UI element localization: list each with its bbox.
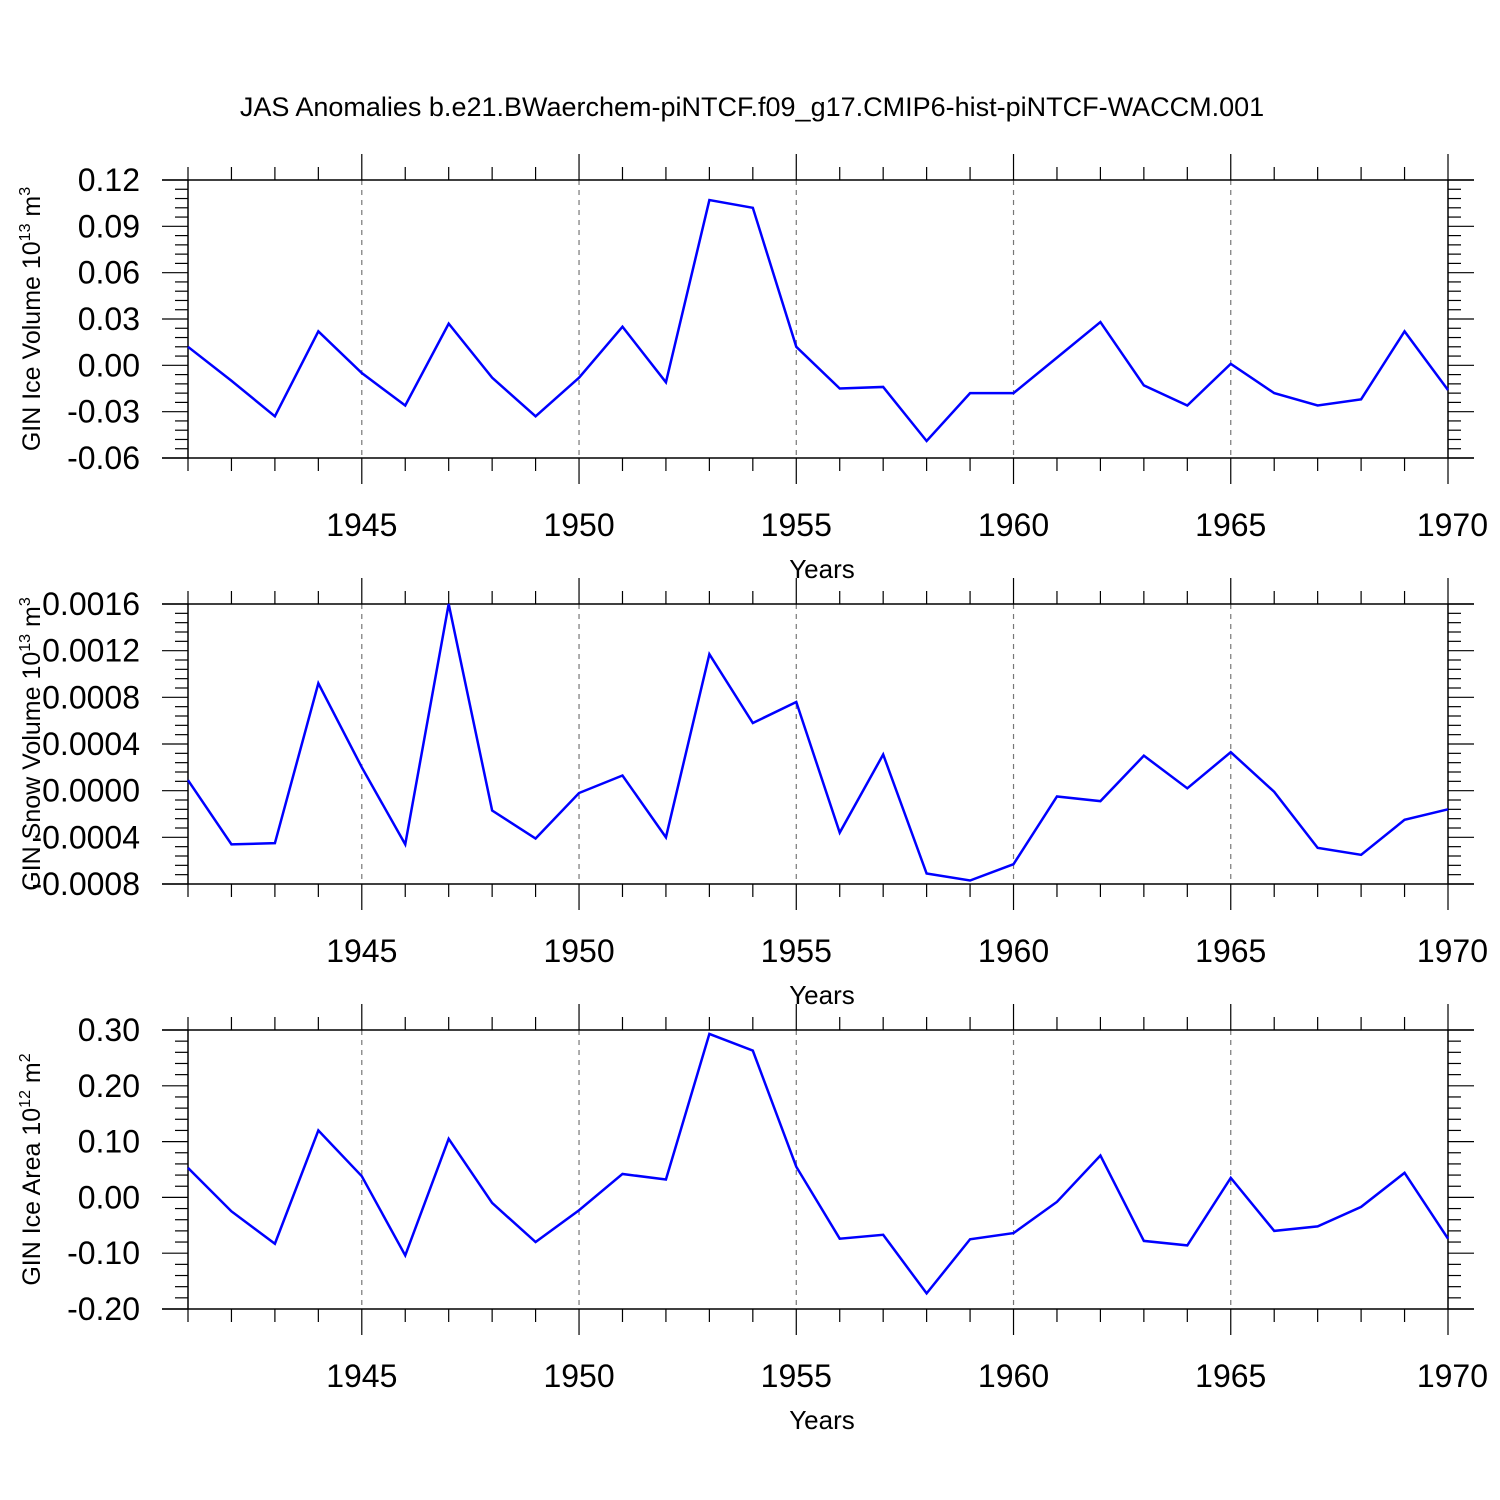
y-tick-label: 0.0008 (42, 679, 140, 715)
y-tick-label: 0.20 (78, 1068, 140, 1104)
x-tick-label: 1955 (761, 507, 832, 543)
y-tick-label: 0.12 (78, 162, 140, 198)
x-axis-title: Years (789, 554, 855, 584)
y-axis-title-unit-exponent: 2 (17, 1053, 34, 1062)
y-axis-title-exponent: 13 (17, 634, 34, 652)
chart-panel-2: 1945 1950 1955 1960 1965 1970 0.0016 0.0012 0.00… (17, 578, 1488, 1010)
x-tick-label: 1970 (1417, 1358, 1488, 1394)
y-axis-title-exponent: 12 (17, 1090, 34, 1108)
y-axis-title: GIN Snow Volume 1013 m3 (17, 597, 46, 891)
x-tick-label: 1960 (978, 507, 1049, 543)
y-tick-label: -0.03 (67, 394, 140, 430)
x-tick-label: 1965 (1195, 933, 1266, 969)
y-tick-label: 0.0004 (42, 726, 140, 762)
x-tick-label: 1965 (1195, 1358, 1266, 1394)
y-axis-title-unit: m (18, 1062, 46, 1090)
figure-title: JAS Anomalies b.e21.BWaerchem-piNTCF.f09… (240, 92, 1264, 122)
x-axis-title: Years (789, 980, 855, 1010)
x-tick-label: 1945 (326, 933, 397, 969)
series-line-1 (186, 603, 1449, 882)
y-axis-title-text: GIN Ice Volume 10 (18, 241, 46, 451)
y-axis-title-unit: m (18, 196, 46, 224)
y-tick-label: 0.0000 (42, 773, 140, 809)
y-axis-title-text: GIN Snow Volume 10 (18, 652, 46, 891)
x-tick-label: 1950 (543, 507, 614, 543)
x-axis-title: Years (789, 1405, 855, 1435)
y-tick-label: 0.06 (78, 255, 140, 291)
y-tick-label: -0.06 (67, 440, 140, 476)
x-tick-label: 1950 (543, 933, 614, 969)
y-tick-label: -0.10 (67, 1235, 140, 1271)
series-line-1 (187, 1032, 1450, 1296)
x-tick-label: 1960 (978, 933, 1049, 969)
y-tick-label: 0.00 (78, 1179, 140, 1215)
y-tick-label: 0.30 (78, 1012, 140, 1048)
y-axis-title-unit: m (18, 606, 46, 634)
x-tick-label: 1955 (761, 933, 832, 969)
y-axis-title: GIN Ice Area 1012 m2 (17, 1053, 46, 1285)
chart-panel-1: 1945 1950 1955 1960 1965 1970 0.12 0.09 0.06 0.03… (17, 154, 1488, 584)
y-tick-label: 0.00 (78, 347, 140, 383)
x-tick-label: 1960 (978, 1358, 1049, 1394)
series-line-1 (187, 198, 1450, 443)
x-tick-label: 1970 (1417, 933, 1488, 969)
y-axis-title: GIN Ice Volume 1013 m3 (17, 187, 46, 451)
y-tick-label: 0.09 (78, 208, 140, 244)
x-tick-label: 1955 (761, 1358, 832, 1394)
x-tick-label: 1970 (1417, 507, 1488, 543)
x-tick-label: 1945 (326, 507, 397, 543)
y-tick-label: -0.0004 (31, 819, 140, 855)
y-tick-label: 0.0016 (42, 586, 140, 622)
y-axis-title-text: GIN Ice Area 10 (18, 1108, 46, 1286)
y-tick-label: 0.10 (78, 1124, 140, 1160)
y-tick-label: -0.0008 (31, 866, 140, 902)
y-axis-title-unit-exponent: 3 (17, 597, 34, 606)
y-axis-title-unit-exponent: 3 (17, 187, 34, 196)
y-tick-label: 0.0012 (42, 633, 140, 669)
y-tick-label: -0.20 (67, 1291, 140, 1327)
panels: 1945 1950 1955 1960 1965 1970 0.12 0.09 0.06 0.03… (17, 154, 1488, 1435)
x-tick-label: 1950 (543, 1358, 614, 1394)
chart-panel-3: 1945 1950 1955 1960 1965 1970 0.30 0.20 0.10 0.00… (17, 1004, 1488, 1435)
x-tick-label: 1945 (326, 1358, 397, 1394)
y-tick-label: 0.03 (78, 301, 140, 337)
x-tick-label: 1965 (1195, 507, 1266, 543)
y-axis-title-exponent: 13 (17, 223, 34, 241)
